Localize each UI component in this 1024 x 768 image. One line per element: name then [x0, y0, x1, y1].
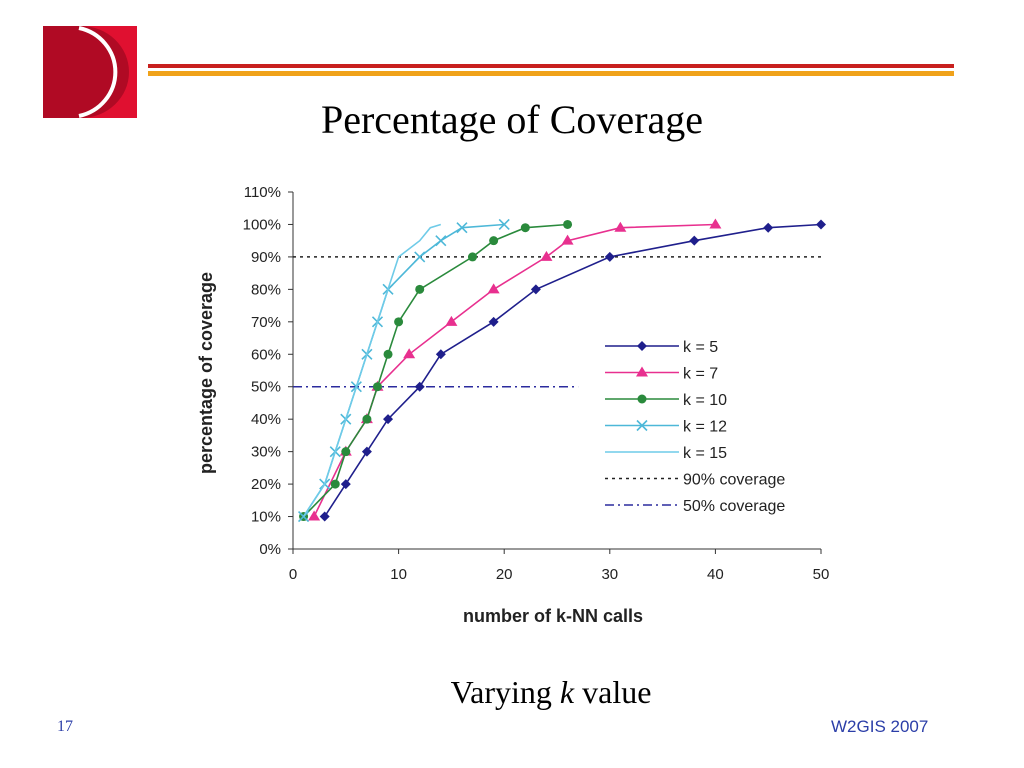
- data-point: [394, 317, 404, 327]
- chart-series: [297, 218, 826, 523]
- data-point: [488, 316, 499, 327]
- data-point: [709, 218, 722, 229]
- y-tick-label: 40%: [251, 411, 281, 428]
- data-point: [445, 315, 458, 326]
- data-point: [415, 284, 425, 294]
- series-4: [297, 218, 510, 523]
- data-point: [383, 414, 394, 425]
- data-point: [530, 284, 541, 295]
- data-point: [563, 219, 573, 229]
- data-point: [308, 510, 321, 521]
- caption-prefix: Varying: [450, 674, 560, 710]
- data-point: [456, 222, 468, 234]
- legend-label: k = 12: [683, 419, 727, 436]
- chart-axes: 0% 10% 20% 30% 40% 50% 60% 70% 80% 90% 100% 110% 0 10…: [243, 184, 830, 583]
- header-rule-orange: [148, 71, 954, 76]
- data-point: [414, 381, 425, 392]
- y-tick-label: 70%: [251, 314, 281, 331]
- y-tick-label: 10%: [251, 509, 281, 526]
- data-point: [540, 250, 553, 261]
- data-point: [487, 283, 500, 294]
- data-point: [361, 446, 372, 457]
- reference-lines: [293, 256, 821, 388]
- x-tick-label: 50: [813, 566, 830, 583]
- data-point: [330, 479, 340, 489]
- y-tick-label: 110%: [244, 184, 281, 201]
- data-point: [816, 219, 826, 230]
- x-tick-label: 40: [707, 566, 724, 583]
- y-axis-title: percentage of coverage: [196, 272, 216, 474]
- series-2: [308, 218, 722, 521]
- data-point: [614, 221, 627, 232]
- x-tick-label: 20: [496, 566, 513, 583]
- y-tick-label: 50%: [251, 379, 281, 396]
- data-point: [383, 349, 393, 359]
- data-point: [372, 382, 382, 392]
- data-point: [414, 251, 426, 263]
- legend-item: k = 5: [605, 339, 718, 356]
- data-point: [763, 222, 774, 233]
- x-tick-label: 0: [289, 566, 297, 583]
- data-point: [435, 235, 447, 247]
- slide-title: Percentage of Coverage: [320, 97, 704, 142]
- series-line: [324, 223, 822, 517]
- data-point: [341, 447, 351, 457]
- legend-label: k = 10: [683, 392, 727, 409]
- coverage-chart: 0% 10% 20% 30% 40% 50% 60% 70% 80% 90% 100% 110% 0 10…: [196, 184, 830, 626]
- data-point: [520, 223, 530, 233]
- series-line: [302, 223, 442, 517]
- data-point: [340, 479, 351, 490]
- y-tick-label: 60%: [251, 346, 281, 363]
- data-point: [489, 236, 499, 246]
- slide-number: 17: [57, 718, 73, 735]
- legend-label: k = 7: [683, 366, 718, 383]
- data-point: [689, 235, 700, 246]
- x-tick-label: 30: [601, 566, 618, 583]
- data-point: [435, 349, 446, 360]
- slide-caption: Varying k value: [0, 674, 1024, 711]
- x-axis-title: number of k-NN calls: [463, 606, 643, 626]
- series-5: [302, 223, 442, 517]
- data-point: [561, 234, 574, 245]
- series-line: [303, 223, 568, 518]
- logo-icon: [43, 26, 137, 118]
- legend-item: k = 12: [605, 419, 727, 436]
- legend-item: k = 15: [605, 445, 727, 462]
- legend-item: k = 10: [605, 392, 727, 409]
- data-point: [468, 252, 478, 262]
- footer-label: W2GIS 2007: [831, 717, 929, 736]
- data-point: [319, 511, 330, 522]
- legend-item: k = 7: [605, 366, 718, 383]
- y-tick-label: 30%: [251, 444, 281, 461]
- series-1: [319, 219, 826, 522]
- data-point: [604, 251, 615, 262]
- data-point: [297, 510, 310, 523]
- header-rule-red: [148, 64, 954, 68]
- data-point: [403, 348, 416, 359]
- y-tick-label: 0%: [259, 541, 281, 558]
- series-line: [313, 223, 716, 517]
- legend-marker: [637, 394, 647, 404]
- legend-label: 90% coverage: [683, 472, 785, 489]
- legend-label: k = 15: [683, 445, 727, 462]
- data-point: [498, 218, 510, 231]
- legend-marker: [636, 419, 648, 432]
- y-tick-label: 20%: [251, 476, 281, 493]
- legend-label: k = 5: [683, 339, 718, 356]
- data-point: [362, 414, 372, 424]
- x-tick-label: 10: [390, 566, 407, 583]
- series-3: [299, 219, 573, 522]
- legend-marker: [637, 341, 647, 351]
- y-tick-label: 80%: [251, 281, 281, 298]
- chart-legend: k = 5 k = 7 k = 10 k = 12 k = 15 90% coverage…: [605, 339, 785, 515]
- legend-marker: [636, 366, 648, 377]
- y-tick-label: 90%: [251, 249, 281, 266]
- legend-item: 90% coverage: [605, 472, 785, 489]
- caption-variable: k: [559, 674, 575, 710]
- series-line: [302, 223, 505, 517]
- legend-item: 50% coverage: [605, 498, 785, 515]
- legend-label: 50% coverage: [683, 498, 785, 515]
- y-tick-label: 100%: [243, 216, 281, 233]
- caption-suffix: value: [574, 674, 652, 710]
